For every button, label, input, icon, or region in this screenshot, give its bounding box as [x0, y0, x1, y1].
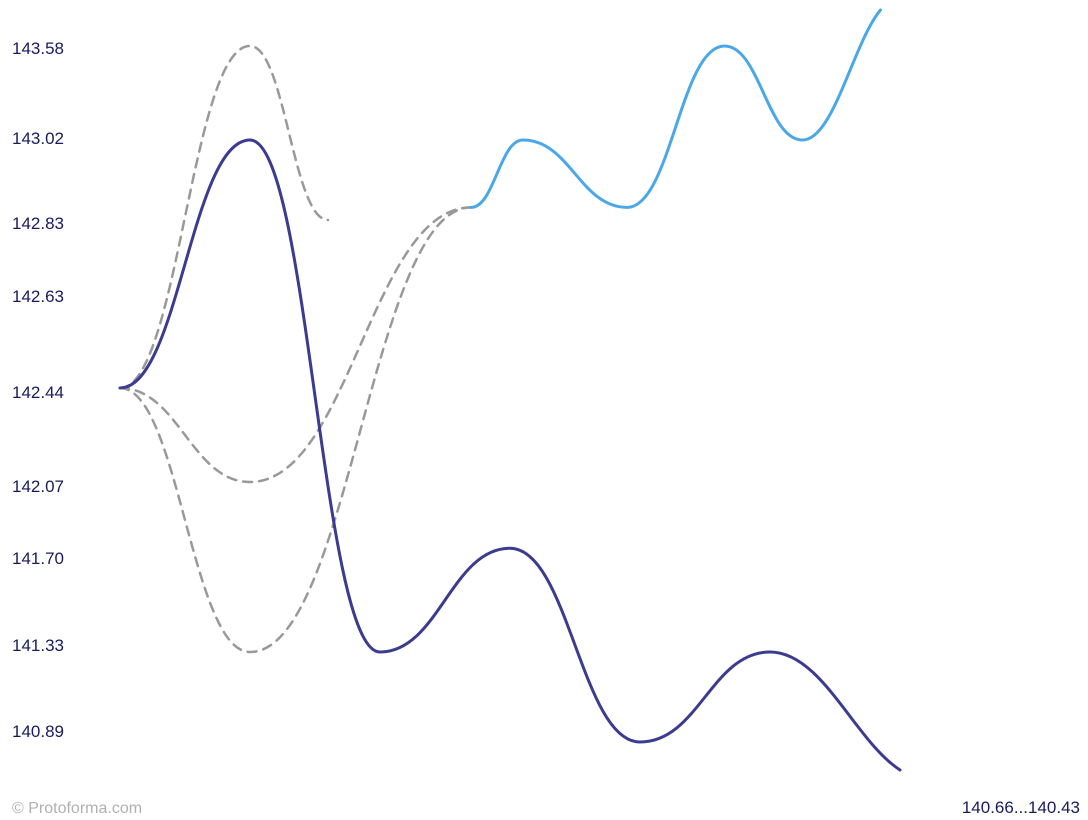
y-tick-label: 142.83 — [12, 214, 64, 233]
y-tick-label: 143.02 — [12, 129, 64, 148]
y-tick-label: 141.70 — [12, 549, 64, 568]
watermark-credit: © Protoforma.com — [12, 800, 142, 817]
dashed-series-line — [118, 206, 473, 654]
y-tick-label: 142.63 — [12, 287, 64, 306]
dashed-series-line — [118, 206, 473, 484]
y-tick-label: 143.58 — [12, 39, 64, 58]
series-layer — [118, 8, 902, 772]
series-tail-segment — [768, 650, 902, 772]
series-tail-segment — [801, 8, 882, 142]
y-tick-label: 142.07 — [12, 477, 64, 496]
y-tick-label: 142.44 — [12, 383, 64, 402]
solid-series-line — [469, 44, 804, 209]
solid-series-line — [118, 138, 772, 744]
x-range-label: 140.66...140.43 — [962, 798, 1080, 817]
y-axis-tick-labels: 143.58 143.02 142.83 142.63 142.44 142.0… — [12, 39, 64, 741]
dashed-series-line — [118, 44, 330, 390]
y-tick-label: 140.89 — [12, 722, 64, 741]
y-tick-label: 141.33 — [12, 636, 64, 655]
